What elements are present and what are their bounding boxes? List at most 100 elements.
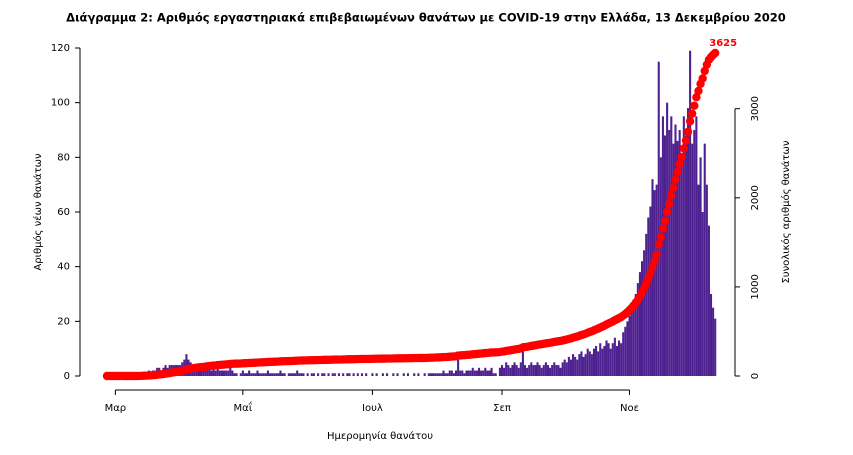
bar — [438, 373, 441, 376]
bar — [352, 373, 355, 376]
bar — [519, 362, 522, 376]
bar — [480, 370, 483, 376]
bar — [396, 373, 399, 376]
bar — [613, 337, 616, 376]
bar — [661, 116, 664, 376]
bar — [300, 373, 303, 376]
bar — [281, 373, 284, 376]
line-point — [665, 199, 674, 209]
bar — [643, 250, 646, 376]
bar — [262, 373, 265, 376]
bar — [651, 179, 654, 376]
bar — [532, 365, 535, 376]
line-point — [683, 127, 693, 137]
bar — [712, 307, 715, 376]
bar — [526, 367, 529, 376]
bar — [306, 373, 309, 376]
x-tick-label: Μαΐ — [234, 400, 253, 414]
bar — [204, 367, 207, 376]
bar — [321, 373, 324, 376]
line-point — [688, 109, 697, 118]
bar — [544, 362, 547, 376]
bar — [615, 345, 619, 376]
bar — [582, 356, 585, 376]
y2-tick-label: 0 — [750, 373, 761, 379]
bar — [448, 370, 451, 376]
bar — [459, 370, 462, 376]
bar — [477, 367, 481, 376]
bar — [200, 367, 203, 376]
bar — [375, 373, 378, 376]
line-point — [681, 136, 691, 145]
bar — [530, 362, 533, 376]
bar — [622, 332, 625, 376]
bar — [220, 370, 223, 376]
line-point — [652, 250, 661, 259]
bar — [689, 50, 692, 376]
bar — [429, 373, 432, 376]
bar — [229, 367, 232, 376]
bar — [227, 370, 230, 376]
bar — [371, 373, 374, 376]
line-point — [660, 216, 670, 226]
bar — [348, 373, 351, 376]
bar — [655, 184, 658, 376]
bar — [250, 373, 253, 376]
bar — [666, 102, 669, 377]
bar — [266, 370, 269, 376]
bar — [498, 367, 501, 376]
bar — [672, 143, 675, 376]
bar — [601, 348, 604, 376]
bar — [206, 365, 209, 376]
bar — [467, 370, 470, 376]
bar — [588, 351, 591, 376]
bar — [605, 340, 608, 376]
bar — [402, 373, 405, 376]
bar — [592, 348, 596, 376]
bar — [640, 261, 644, 376]
bar — [185, 354, 188, 376]
bar — [279, 370, 282, 376]
bar — [569, 359, 573, 376]
bar — [294, 373, 297, 376]
bar — [559, 367, 562, 376]
bar — [521, 343, 524, 376]
bar — [578, 354, 581, 376]
bar — [298, 373, 301, 376]
bar — [202, 370, 205, 376]
bar — [245, 373, 249, 376]
line-point — [690, 101, 699, 110]
bar — [317, 373, 320, 376]
bar — [235, 373, 238, 376]
bar — [444, 373, 447, 376]
bar — [225, 370, 228, 376]
bar — [574, 356, 577, 376]
bar — [705, 184, 708, 376]
bar — [310, 373, 313, 376]
bar — [565, 362, 568, 376]
y-tick-label: 60 — [57, 207, 70, 218]
bar — [607, 343, 610, 376]
bar — [440, 373, 443, 376]
bar — [436, 373, 439, 376]
bar — [611, 343, 614, 376]
line-point — [654, 240, 663, 249]
bar — [488, 370, 491, 376]
bar — [684, 135, 687, 376]
bar — [446, 373, 449, 376]
line-point — [656, 232, 666, 242]
bar — [473, 370, 476, 376]
bar — [620, 343, 623, 376]
bar — [494, 373, 497, 376]
line-point — [673, 167, 682, 177]
bar — [509, 367, 512, 376]
bar — [210, 370, 213, 376]
bar — [475, 370, 478, 376]
bar — [450, 370, 453, 376]
bar — [452, 373, 455, 376]
bar — [356, 373, 359, 376]
bar — [277, 373, 280, 376]
y2-tick-label: 1000 — [750, 274, 761, 299]
bar — [427, 373, 430, 376]
